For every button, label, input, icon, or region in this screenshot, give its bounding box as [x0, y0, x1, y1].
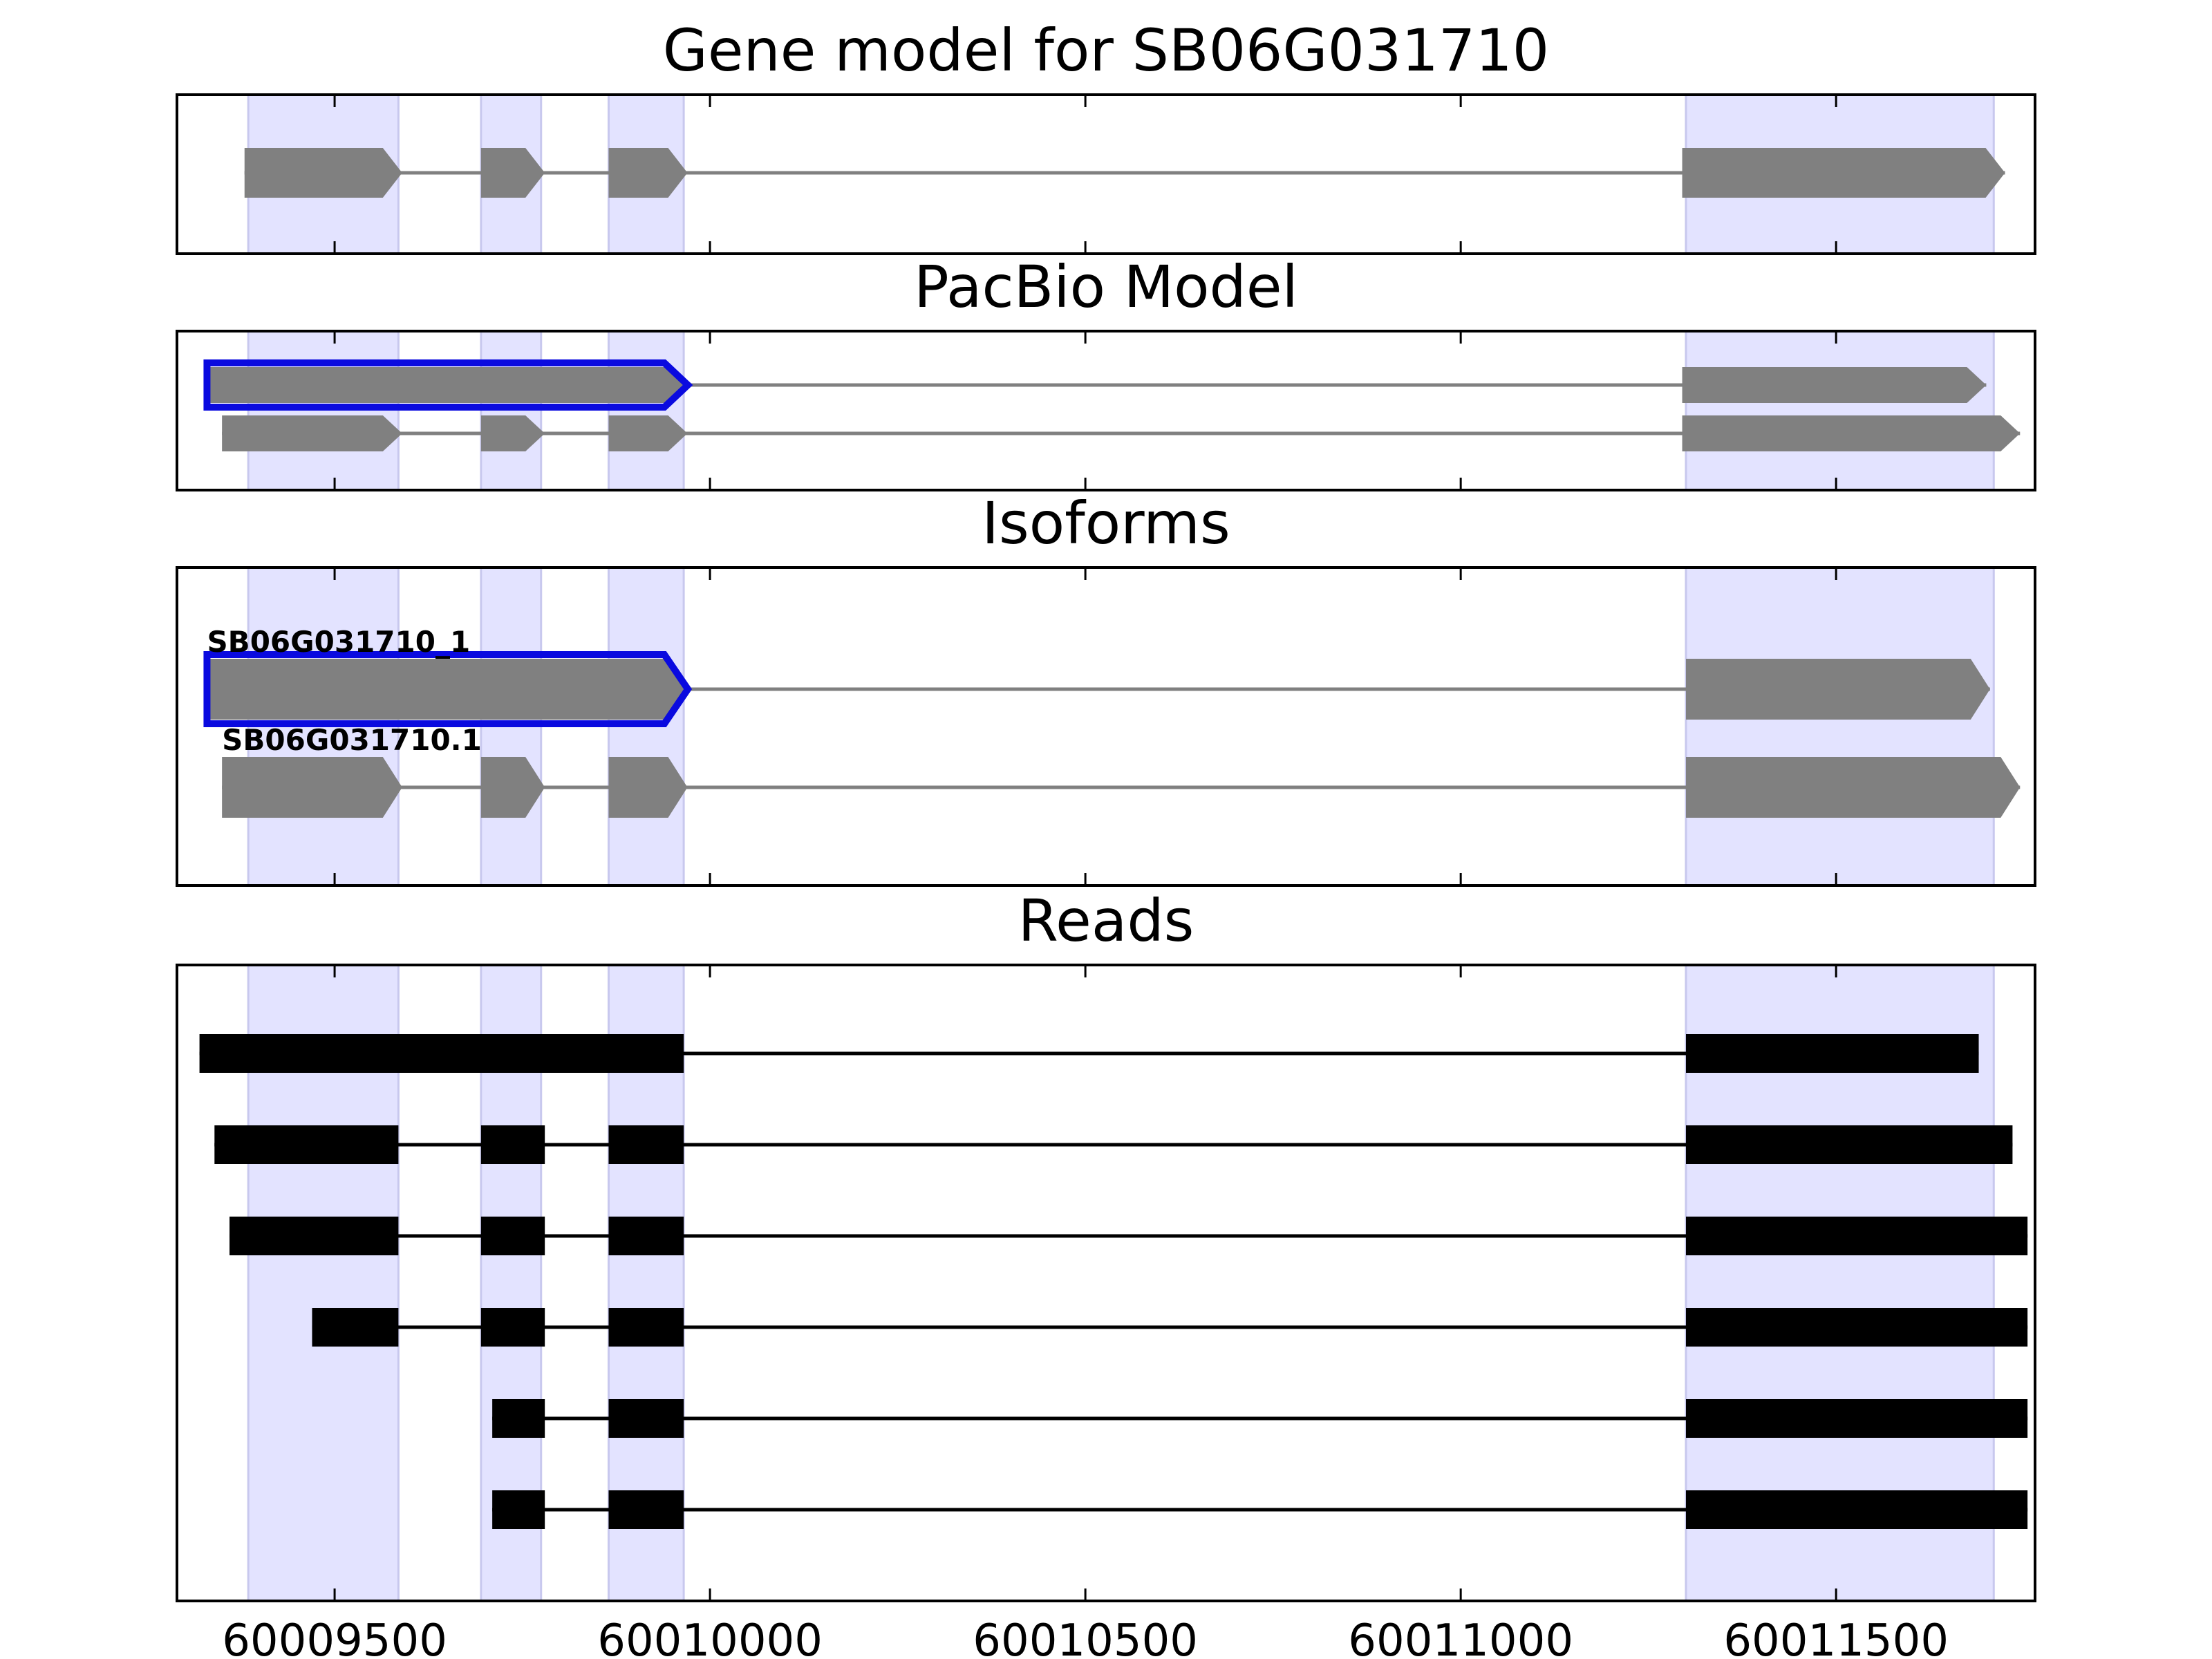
read-exon [1685, 1125, 2013, 1164]
panel-title: Gene model for SB06G031710 [663, 17, 1549, 84]
panel-title: Reads [1018, 887, 1194, 955]
exon-arrow [222, 415, 402, 451]
x-tick-label: 60011000 [1348, 1615, 1573, 1659]
tracks [203, 359, 2021, 451]
transcript-track [222, 757, 2021, 818]
read-exon [1685, 1399, 2028, 1438]
panel-title: PacBio Model [914, 253, 1298, 321]
exon-arrow [222, 757, 402, 818]
tracks [244, 148, 2005, 198]
read-track [312, 1308, 2028, 1347]
read-track [214, 1125, 2013, 1164]
read-exon [608, 1217, 684, 1255]
transcript-track [222, 415, 2021, 451]
exon-arrow [480, 148, 545, 198]
read-exon [480, 1125, 545, 1164]
axes-frame [176, 964, 2036, 1602]
x-tick-label: 60011500 [1723, 1615, 1949, 1659]
exon-arrow [1685, 757, 2021, 818]
read-exon [608, 1308, 684, 1347]
x-axis-labels: 60009500 60010000 60010500 60011000 60011500 [222, 1615, 1949, 1659]
exon-arrow [608, 757, 688, 818]
highlight-band [1685, 331, 1995, 490]
read-exon [1685, 1034, 1979, 1073]
exon-arrow [608, 415, 688, 451]
exon-arrow [1682, 148, 2005, 198]
read-exon [312, 1308, 399, 1347]
read-exon [608, 1125, 684, 1164]
tracks [203, 651, 2021, 818]
axes-frame [176, 566, 2036, 887]
read-track [492, 1399, 2028, 1438]
read-track [492, 1490, 2028, 1529]
read-exon [1685, 1490, 2028, 1529]
exon-arrow [1682, 415, 2021, 451]
isoform-label: SB06G031710.1 [222, 723, 482, 757]
read-exon [480, 1308, 545, 1347]
highlight-band [1685, 568, 1995, 885]
exon-highlight-bands [247, 331, 1995, 490]
x-tick-label: 60010500 [973, 1615, 1198, 1659]
exon-arrow [1682, 367, 1987, 403]
x-tick-label: 60009500 [222, 1615, 447, 1659]
exon-arrow [608, 148, 688, 198]
selected-isoform-outline [203, 359, 693, 411]
transcript-track [203, 359, 1987, 411]
read-exon [1685, 1217, 2028, 1255]
transcript-track [203, 651, 1990, 727]
read-exon [480, 1217, 545, 1255]
exon-arrow [480, 415, 545, 451]
read-exon [199, 1034, 684, 1073]
exon-arrow [1685, 659, 1990, 720]
read-exon [608, 1490, 684, 1529]
panel-2: PacBio Model [176, 253, 2036, 491]
exon-arrow [244, 148, 402, 198]
exon-arrow [480, 757, 545, 818]
transcript-track [244, 148, 2005, 198]
read-exon [492, 1399, 545, 1438]
read-exon [214, 1125, 399, 1164]
isoform-label: SB06G031710_1 [207, 625, 470, 659]
panel-3: SB06G031710_1 SB06G031710.1 Isoforms [176, 489, 2036, 887]
exon-arrow [207, 367, 684, 403]
read-track [199, 1034, 1979, 1073]
read-exon [608, 1399, 684, 1438]
selected-isoform-outline [203, 651, 693, 727]
panel-4: Reads [176, 887, 2036, 1602]
read-exon [229, 1217, 399, 1255]
x-tick-label: 60010000 [597, 1615, 823, 1659]
read-exon [1685, 1308, 2028, 1347]
read-track [229, 1217, 2028, 1255]
read-exon [492, 1490, 545, 1529]
panel-title: Isoforms [982, 489, 1230, 557]
axes-frame [176, 330, 2036, 491]
exon-arrow [207, 659, 684, 720]
panel-1: Gene model for SB06G031710 [176, 17, 2036, 255]
tracks [199, 1034, 2028, 1529]
axes-frame [176, 93, 2036, 255]
